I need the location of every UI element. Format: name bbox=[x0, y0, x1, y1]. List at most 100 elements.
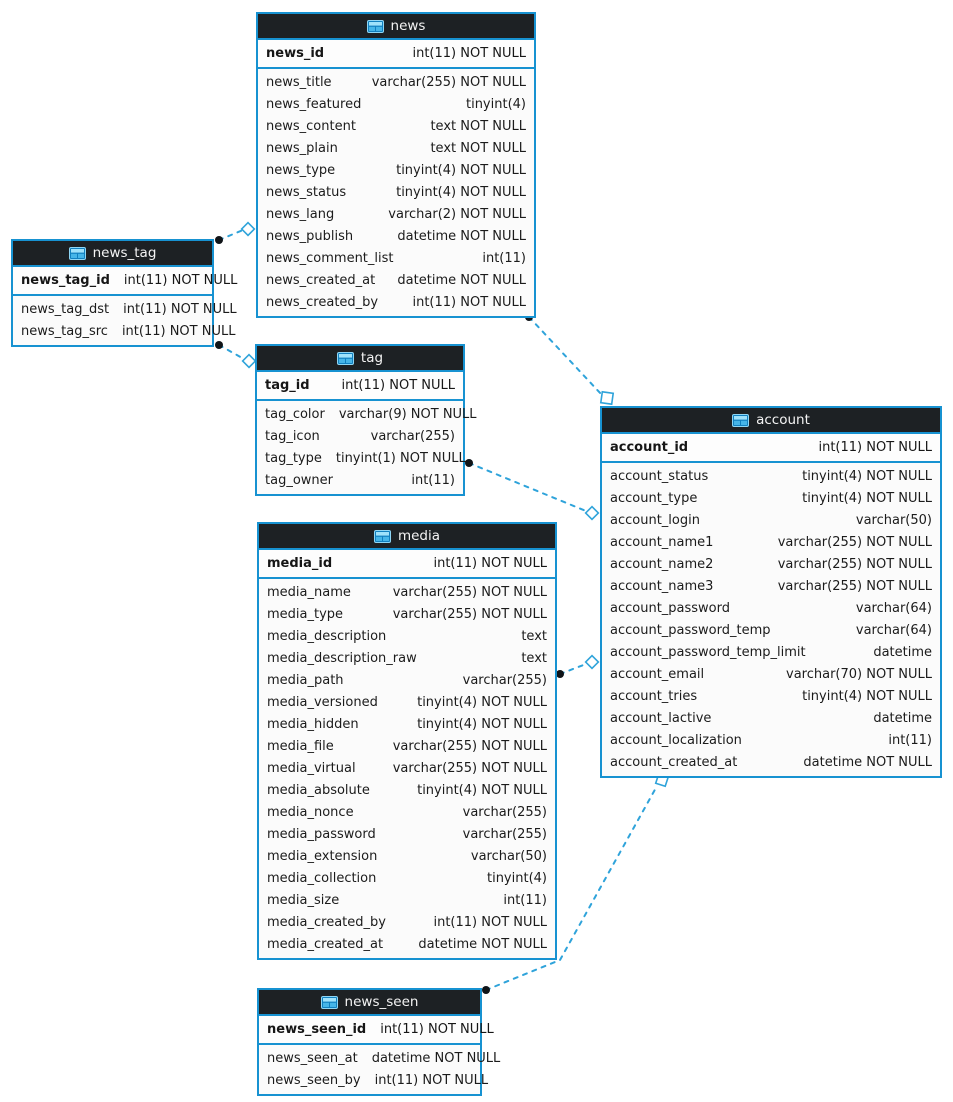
table-news_tag[interactable]: news_tag news_tag_id int(11) NOT NULL ne… bbox=[11, 239, 237, 347]
relationship-line-news-account[interactable] bbox=[528, 316, 603, 396]
table-header[interactable]: tag bbox=[257, 346, 463, 372]
table-row[interactable]: media_name varchar(255) NOT NULL bbox=[259, 581, 555, 603]
table-row[interactable]: news_created_by int(11) NOT NULL bbox=[258, 291, 534, 313]
table-row[interactable]: news_plain text NOT NULL bbox=[258, 137, 534, 159]
column-type: tinyint(4) NOT NULL bbox=[417, 694, 547, 710]
table-row[interactable]: news_seen_by int(11) NOT NULL bbox=[259, 1069, 488, 1091]
table-row[interactable]: account_status tinyint(4) NOT NULL bbox=[602, 465, 940, 487]
table-row[interactable]: media_type varchar(255) NOT NULL bbox=[259, 603, 555, 625]
column-name: news_seen_id bbox=[267, 1022, 367, 1037]
table-row[interactable]: news_status tinyint(4) NOT NULL bbox=[258, 181, 534, 203]
column-type: datetime NOT NULL bbox=[803, 754, 932, 770]
table-tag[interactable]: tag tag_id int(11) NOT NULL tag_color var… bbox=[255, 344, 477, 496]
table-row[interactable]: account_tries tinyint(4) NOT NULL bbox=[602, 685, 940, 707]
square-endpoint-icon bbox=[599, 390, 615, 406]
primary-key-row[interactable]: news_tag_id int(11) NOT NULL bbox=[13, 267, 237, 294]
table-row[interactable]: media_versioned tinyint(4) NOT NULL bbox=[259, 691, 555, 713]
primary-key-row[interactable]: news_seen_id int(11) NOT NULL bbox=[259, 1016, 494, 1043]
table-row[interactable]: media_absolute tinyint(4) NOT NULL bbox=[259, 779, 555, 801]
table-header[interactable]: news_tag bbox=[13, 241, 212, 267]
relationship-line-news_seen-account[interactable] bbox=[485, 785, 658, 991]
column-name: account_name3 bbox=[610, 578, 714, 594]
table-icon bbox=[336, 351, 354, 365]
table-row[interactable]: account_name1 varchar(255) NOT NULL bbox=[602, 531, 940, 553]
column-name: news_id bbox=[266, 46, 325, 61]
column-type: int(11) NOT NULL bbox=[380, 1022, 494, 1037]
table-row[interactable]: media_extension varchar(50) bbox=[259, 845, 555, 867]
primary-key-row[interactable]: media_id int(11) NOT NULL bbox=[259, 550, 555, 577]
relationship-line-media-account[interactable] bbox=[559, 663, 587, 675]
primary-key-row[interactable]: tag_id int(11) NOT NULL bbox=[257, 372, 463, 399]
table-row[interactable]: media_file varchar(255) NOT NULL bbox=[259, 735, 555, 757]
table-row[interactable]: account_password varchar(64) bbox=[602, 597, 940, 619]
relationship-line-news_tag-news[interactable] bbox=[218, 229, 244, 241]
table-row[interactable]: tag_owner int(11) bbox=[257, 469, 463, 491]
table-row[interactable]: account_created_at datetime NOT NULL bbox=[602, 751, 940, 773]
primary-key-row[interactable]: account_id int(11) NOT NULL bbox=[602, 434, 940, 461]
table-columns: media_name varchar(255) NOT NULL media_typ… bbox=[259, 577, 555, 958]
table-row[interactable]: news_title varchar(255) NOT NULL bbox=[258, 71, 534, 93]
table-row[interactable]: news_created_at datetime NOT NULL bbox=[258, 269, 534, 291]
column-type: int(11) bbox=[411, 472, 455, 488]
table-row[interactable]: media_password varchar(255) bbox=[259, 823, 555, 845]
table-media[interactable]: media media_id int(11) NOT NULL media_na… bbox=[257, 522, 557, 960]
primary-key-row[interactable]: news_id int(11) NOT NULL bbox=[258, 40, 534, 67]
table-row[interactable]: account_localization int(11) bbox=[602, 729, 940, 751]
column-type: text bbox=[521, 650, 547, 666]
table-row[interactable]: media_created_by int(11) NOT NULL bbox=[259, 911, 555, 933]
table-row[interactable]: account_password_temp varchar(64) bbox=[602, 619, 940, 641]
table-row[interactable]: news_type tinyint(4) NOT NULL bbox=[258, 159, 534, 181]
column-name: media_id bbox=[267, 556, 333, 571]
column-type: datetime bbox=[873, 710, 932, 726]
table-header[interactable]: news_seen bbox=[259, 990, 480, 1016]
table-row[interactable]: media_description_raw text bbox=[259, 647, 555, 669]
table-row[interactable]: tag_type tinyint(1) NOT NULL bbox=[257, 447, 466, 469]
table-row[interactable]: account_password_temp_limit datetime bbox=[602, 641, 940, 663]
table-row[interactable]: media_description text bbox=[259, 625, 555, 647]
table-row[interactable]: account_login varchar(50) bbox=[602, 509, 940, 531]
table-header[interactable]: media bbox=[259, 524, 555, 550]
table-name: news_seen bbox=[344, 994, 419, 1010]
table-row[interactable]: media_path varchar(255) bbox=[259, 669, 555, 691]
table-row[interactable]: tag_color varchar(9) NOT NULL bbox=[257, 403, 477, 425]
relationship-line-tag-account[interactable] bbox=[468, 462, 587, 512]
table-header[interactable]: account bbox=[602, 408, 940, 434]
column-name: tag_color bbox=[265, 406, 325, 422]
table-row[interactable]: media_size int(11) bbox=[259, 889, 555, 911]
table-news_seen[interactable]: news_seen news_seen_id int(11) NOT NULL … bbox=[257, 988, 500, 1096]
column-name: account_email bbox=[610, 666, 705, 682]
dot-endpoint-icon bbox=[482, 986, 490, 994]
table-row[interactable]: account_name2 varchar(255) NOT NULL bbox=[602, 553, 940, 575]
table-row[interactable]: news_comment_list int(11) bbox=[258, 247, 534, 269]
table-row[interactable]: media_hidden tinyint(4) NOT NULL bbox=[259, 713, 555, 735]
table-row[interactable]: tag_icon varchar(255) bbox=[257, 425, 463, 447]
table-row[interactable]: media_virtual varchar(255) NOT NULL bbox=[259, 757, 555, 779]
table-account[interactable]: account account_id int(11) NOT NULL acco… bbox=[600, 406, 942, 778]
table-row[interactable]: account_lactive datetime bbox=[602, 707, 940, 729]
column-name: news_seen_at bbox=[267, 1050, 358, 1066]
table-row[interactable]: media_created_at datetime NOT NULL bbox=[259, 933, 555, 955]
column-name: news_tag_src bbox=[21, 323, 108, 339]
relationship-line-news_tag-tag[interactable] bbox=[218, 344, 245, 360]
table-row[interactable]: account_type tinyint(4) NOT NULL bbox=[602, 487, 940, 509]
table-row[interactable]: account_name3 varchar(255) NOT NULL bbox=[602, 575, 940, 597]
table-news[interactable]: news news_id int(11) NOT NULL news_title… bbox=[256, 12, 536, 318]
column-name: tag_id bbox=[265, 378, 310, 393]
column-name: news_comment_list bbox=[266, 250, 394, 266]
column-name: news_type bbox=[266, 162, 336, 178]
table-row[interactable]: news_seen_at datetime NOT NULL bbox=[259, 1047, 500, 1069]
table-columns: tag_color varchar(9) NOT NULL tag_icon varc… bbox=[257, 399, 477, 494]
table-row[interactable]: news_publish datetime NOT NULL bbox=[258, 225, 534, 247]
column-type: int(11) bbox=[482, 250, 526, 266]
table-row[interactable]: media_nonce varchar(255) bbox=[259, 801, 555, 823]
table-row[interactable]: media_collection tinyint(4) bbox=[259, 867, 555, 889]
table-header[interactable]: news bbox=[258, 14, 534, 40]
column-name: media_extension bbox=[267, 848, 378, 864]
table-row[interactable]: account_email varchar(70) NOT NULL bbox=[602, 663, 940, 685]
table-row[interactable]: news_content text NOT NULL bbox=[258, 115, 534, 137]
table-row[interactable]: news_lang varchar(2) NOT NULL bbox=[258, 203, 534, 225]
table-row[interactable]: news_tag_dst int(11) NOT NULL bbox=[13, 298, 237, 320]
dot-endpoint-icon bbox=[465, 459, 473, 467]
table-row[interactable]: news_featured tinyint(4) bbox=[258, 93, 534, 115]
table-row[interactable]: news_tag_src int(11) NOT NULL bbox=[13, 320, 235, 342]
